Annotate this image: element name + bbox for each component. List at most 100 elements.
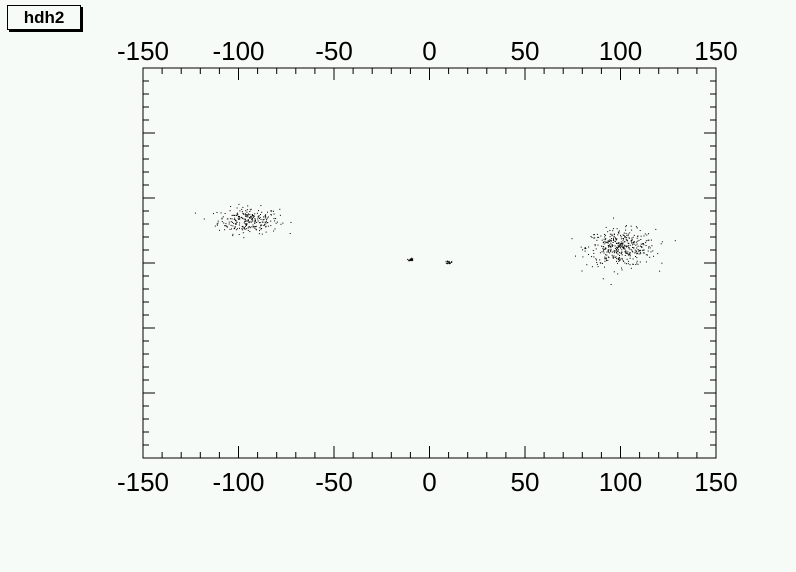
scatter-point	[247, 227, 249, 229]
scatter-point	[245, 210, 247, 212]
scatter-point	[635, 244, 637, 246]
scatter-point	[622, 247, 624, 249]
scatter-point	[613, 239, 614, 241]
scatter-point	[263, 218, 265, 220]
scatter-point	[605, 254, 607, 256]
scatter-point	[239, 210, 241, 212]
scatter-point	[604, 247, 606, 249]
scatter-point	[593, 252, 595, 254]
scatter-point	[265, 214, 267, 216]
scatter-point	[616, 249, 618, 251]
scatter-point	[596, 233, 598, 235]
scatter-point	[601, 245, 602, 247]
scatter-point	[611, 233, 613, 235]
x-tick-label-top: 50	[511, 36, 540, 66]
scatter-point	[235, 223, 237, 225]
scatter-point	[254, 213, 256, 215]
scatter-point	[610, 242, 612, 244]
scatter-point	[224, 225, 226, 227]
scatter-point	[261, 224, 263, 226]
scatter-point	[254, 218, 256, 220]
scatter-point	[642, 252, 644, 254]
scatter-point	[249, 211, 251, 212]
scatter-point	[626, 252, 628, 254]
scatter-point	[627, 233, 629, 235]
scatter-point	[635, 241, 637, 243]
scatter-point	[645, 245, 647, 246]
scatter-point	[254, 219, 256, 221]
scatter-point	[251, 214, 253, 216]
scatter-point	[604, 256, 606, 258]
scatter-point	[635, 256, 636, 257]
scatter-point	[627, 235, 629, 237]
scatter-point	[632, 244, 633, 246]
scatter-point	[235, 223, 237, 225]
scatter-point	[242, 206, 244, 208]
scatter-point	[242, 227, 244, 229]
scatter-point	[621, 249, 623, 251]
scatter-point	[246, 211, 248, 213]
scatter-point	[626, 258, 628, 260]
scatter-point	[447, 262, 449, 264]
scatter-point	[254, 227, 256, 229]
scatter-point	[261, 221, 263, 223]
scatter-point	[647, 239, 649, 241]
scatter-point	[234, 214, 236, 216]
scatter-point	[266, 222, 268, 224]
scatter-point	[258, 233, 260, 235]
scatter-point	[245, 223, 247, 225]
scatter-point	[606, 257, 607, 259]
scatter-point	[235, 222, 237, 224]
scatter-point	[610, 247, 612, 249]
scatter-point	[252, 220, 254, 222]
scatter-point	[640, 243, 642, 245]
scatter-point	[605, 238, 606, 240]
scatter-point	[631, 239, 633, 241]
scatter-point	[630, 267, 632, 269]
scatter-point	[612, 238, 614, 240]
scatter-point	[234, 217, 236, 219]
scatter-point	[603, 243, 605, 245]
scatter-point	[260, 225, 262, 227]
scatter-point	[613, 252, 615, 254]
scatter-point	[276, 221, 278, 223]
scatter-point	[235, 229, 237, 231]
scatter-point	[608, 246, 610, 248]
scatter-point	[613, 217, 614, 219]
scatter-point	[620, 236, 622, 238]
scatter-point	[606, 260, 607, 262]
scatter-point	[203, 218, 205, 220]
scatter-point	[252, 224, 254, 226]
scatter-point	[641, 243, 643, 245]
scatter-point	[636, 262, 638, 264]
scatter-point	[609, 239, 611, 241]
scatter-point	[610, 244, 612, 246]
scatter-point	[629, 254, 631, 256]
scatter-point	[252, 215, 253, 217]
scatter-point	[446, 263, 448, 265]
scatter-point	[247, 220, 249, 221]
scatter-point	[264, 224, 265, 226]
scatter-point	[657, 253, 659, 255]
scatter-point	[604, 260, 606, 262]
scatter-point	[625, 238, 627, 240]
scatter-point	[611, 254, 613, 256]
scatter-point	[229, 210, 231, 212]
scatter-point	[593, 237, 595, 239]
scatter-point	[260, 214, 261, 215]
scatter-point	[611, 238, 612, 240]
scatter-point	[232, 233, 234, 235]
scatter-point	[603, 249, 605, 251]
scatter-point	[265, 231, 267, 233]
axis-ticks	[142, 67, 717, 459]
scatter-point	[607, 231, 609, 233]
scatter-point	[651, 245, 653, 247]
scatter-point	[245, 221, 247, 222]
scatter-point	[617, 246, 619, 248]
scatter-point	[265, 226, 267, 228]
scatter-point	[627, 251, 629, 253]
scatter-point	[612, 256, 614, 258]
scatter-point	[251, 218, 253, 220]
scatter-point	[247, 229, 249, 231]
scatter-point	[623, 248, 625, 250]
